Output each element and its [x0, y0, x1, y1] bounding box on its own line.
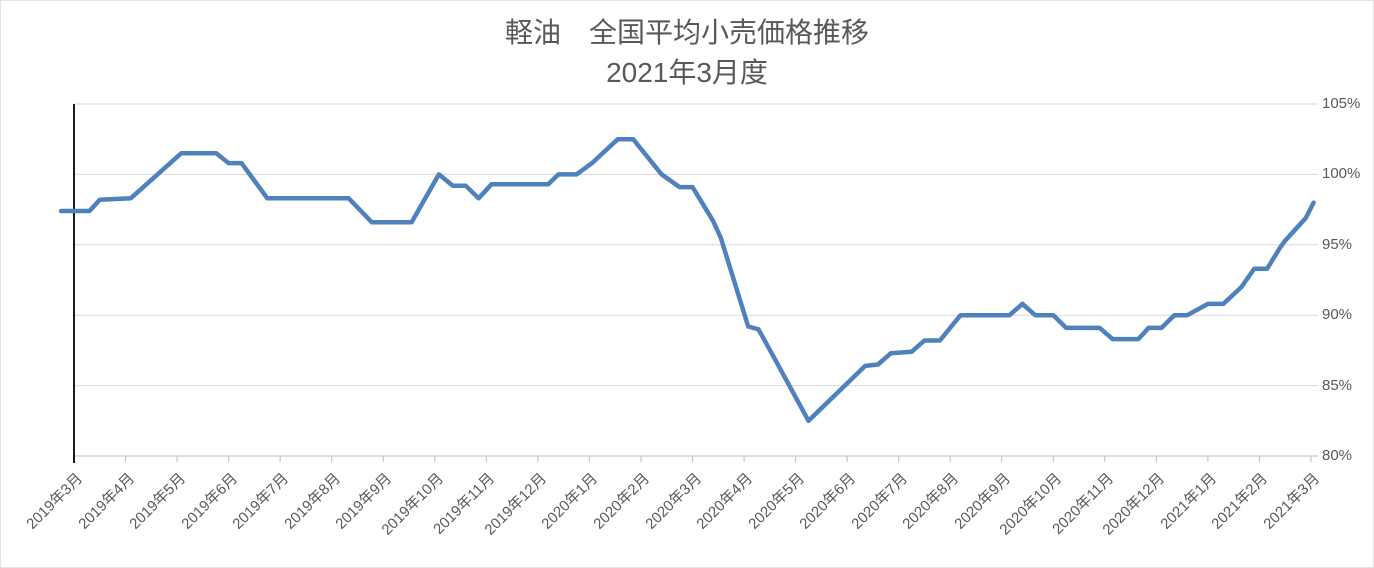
price-line-series	[58, 136, 1316, 424]
y-tick-label: 80%	[1322, 447, 1353, 464]
y-tick-label: 100%	[1322, 165, 1361, 183]
chart-title: 軽油 全国平均小売価格推移 2021年3月度	[1, 13, 1373, 93]
y-tick-label: 90%	[1322, 306, 1353, 324]
y-tick-label: 95%	[1322, 235, 1353, 253]
chart-title-line2: 2021年3月度	[606, 57, 768, 88]
chart-title-line1: 軽油 全国平均小売価格推移	[504, 17, 869, 48]
y-tick-label: 85%	[1322, 376, 1353, 394]
y-tick-label: 105%	[1322, 95, 1361, 112]
